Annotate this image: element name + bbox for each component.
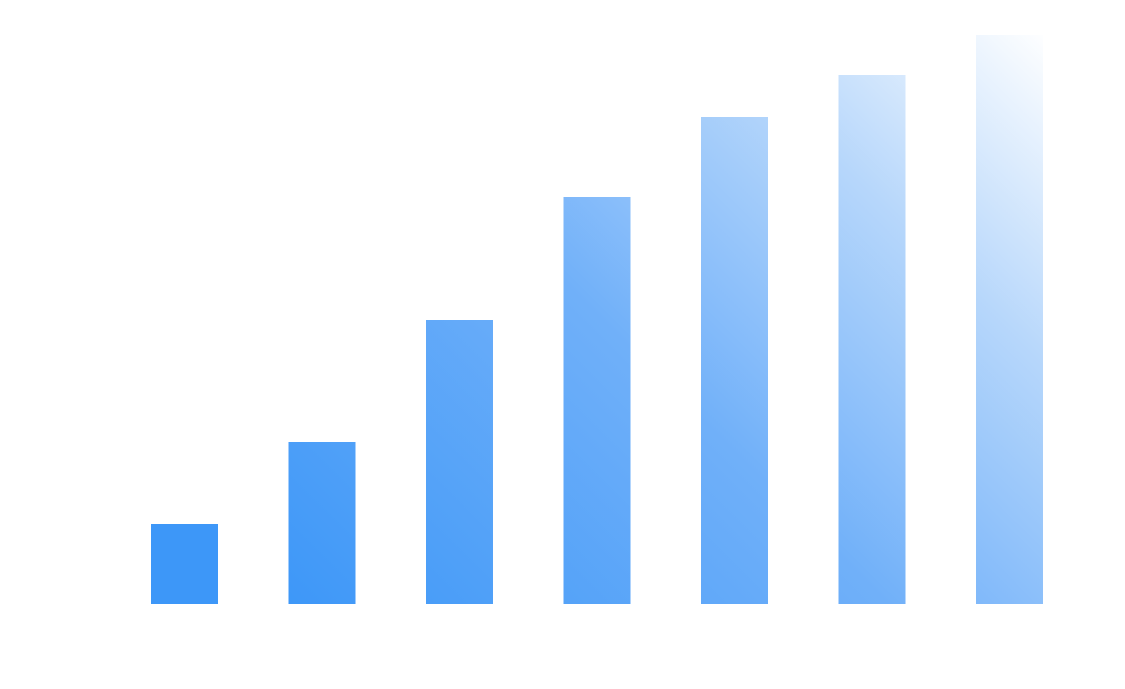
bar-3 xyxy=(426,320,493,604)
bar-6 xyxy=(838,75,906,604)
bar-2 xyxy=(288,442,356,604)
bar-4 xyxy=(563,197,631,604)
bar-5 xyxy=(701,117,768,604)
bar-1 xyxy=(151,524,218,604)
bar-7 xyxy=(976,35,1043,604)
bars-group xyxy=(151,35,1043,604)
